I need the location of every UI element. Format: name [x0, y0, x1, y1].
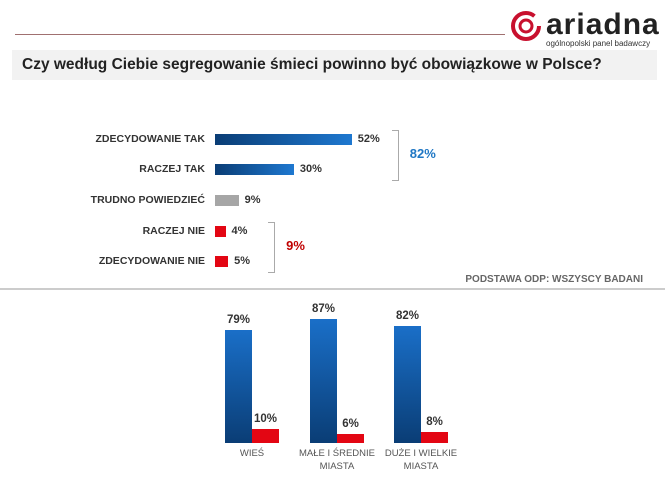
divider: [0, 288, 665, 290]
basis-note: PODSTAWA ODP: WSZYSCY BADANI: [465, 274, 643, 285]
group-total-label: 9%: [286, 237, 305, 253]
bracket: [268, 222, 276, 273]
header-line: [15, 34, 505, 35]
category-label-line: MIASTA: [403, 461, 439, 472]
value-label: 4%: [231, 225, 248, 237]
bar-blue: [310, 318, 337, 443]
bar: [215, 256, 229, 267]
value-label: 8%: [426, 415, 443, 428]
value-label: 6%: [342, 418, 359, 431]
value-label: 82%: [395, 309, 420, 322]
category-label: WIEŚ: [207, 447, 297, 460]
category-label: RACZEJ NIE: [142, 225, 205, 237]
category-label-line: MIASTA: [319, 461, 355, 472]
category-label-line: MAŁE I ŚREDNIE: [298, 448, 376, 459]
bar: [215, 226, 226, 237]
category-label-line: WIEŚ: [239, 448, 265, 459]
value-label: 87%: [311, 302, 336, 315]
title-bar: Czy według Ciebie segregowanie śmieci po…: [12, 50, 657, 80]
value-label: 9%: [244, 194, 261, 206]
bar: [215, 134, 352, 145]
value-label: 30%: [299, 163, 322, 175]
group-total-label: 82%: [409, 145, 436, 161]
bar-blue: [394, 325, 421, 443]
value-label: 52%: [357, 133, 380, 145]
category-label-line: DUŻE I WIELKIE: [384, 448, 458, 459]
category-label: MAŁE I ŚREDNIE MIASTA: [292, 447, 382, 473]
category-label: TRUDNO POWIEDZIEĆ: [90, 194, 205, 206]
bar-blue: [225, 330, 252, 443]
bar-red: [421, 431, 448, 443]
category-label: DUŻE I WIELKIE MIASTA: [376, 447, 466, 473]
page-title: Czy według Ciebie segregowanie śmieci po…: [22, 56, 602, 73]
bar-red: [337, 434, 364, 443]
value-label: 79%: [226, 314, 251, 327]
ariadna-logo: ariadna ogólnopolski panel badawczy: [510, 8, 660, 48]
bar-red: [252, 428, 279, 443]
bar: [215, 195, 239, 206]
logo-icon: [511, 11, 541, 41]
logo-subtitle: ogólnopolski panel badawczy: [546, 39, 651, 48]
bracket: [391, 130, 399, 181]
category-label: RACZEJ TAK: [139, 163, 205, 175]
logo-text: ariadna: [546, 8, 660, 41]
category-label: ZDECYDOWANIE TAK: [95, 133, 205, 145]
value-label: 10%: [253, 412, 278, 425]
value-label: 5%: [234, 255, 251, 267]
bar: [215, 164, 294, 175]
category-label: ZDECYDOWANIE NIE: [98, 255, 205, 267]
